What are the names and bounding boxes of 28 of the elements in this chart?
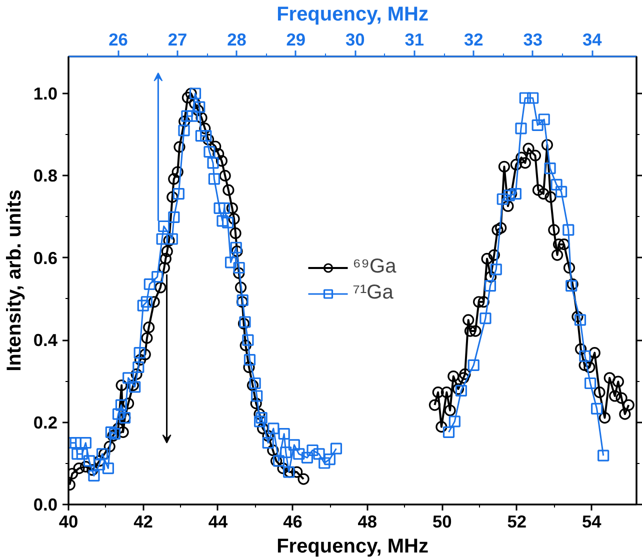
y-tick-label: 0.2 — [33, 412, 58, 432]
y-tick-label: 0.8 — [33, 166, 58, 186]
x2-axis-title: Frequency, MHz — [276, 4, 428, 26]
x2-tick-label: 28 — [227, 30, 247, 50]
y-tick-label: 0.4 — [33, 330, 58, 350]
x2-tick-label: 29 — [286, 30, 306, 50]
x-tick-label: 46 — [283, 512, 303, 532]
x2-tick-label: 33 — [523, 30, 543, 50]
legend-label: ⁷¹Ga — [352, 282, 394, 304]
x-tick-label: 50 — [432, 512, 452, 532]
x-tick-label: 40 — [58, 512, 78, 532]
x-axis-title: Frequency, MHz — [276, 536, 428, 558]
x-tick-label: 44 — [208, 512, 228, 532]
x2-tick-label: 34 — [582, 30, 602, 50]
y-tick-label: 0.0 — [33, 494, 58, 514]
legend-label: ⁶⁹Ga — [352, 256, 396, 278]
x2-tick-label: 30 — [346, 30, 365, 50]
x2-tick-label: 27 — [168, 30, 188, 50]
x2-tick-label: 31 — [404, 30, 424, 50]
x-tick-label: 48 — [358, 512, 378, 532]
y-tick-label: 0.6 — [33, 248, 58, 268]
y-axis-title: Intensity, arb. units — [3, 190, 26, 372]
x2-tick-label: 32 — [464, 30, 484, 50]
x2-tick-label: 26 — [108, 30, 128, 50]
x-tick-label: 54 — [582, 512, 602, 532]
x-tick-label: 42 — [134, 512, 153, 532]
y-tick-label: 1.0 — [33, 83, 58, 104]
x-tick-label: 52 — [507, 512, 527, 532]
